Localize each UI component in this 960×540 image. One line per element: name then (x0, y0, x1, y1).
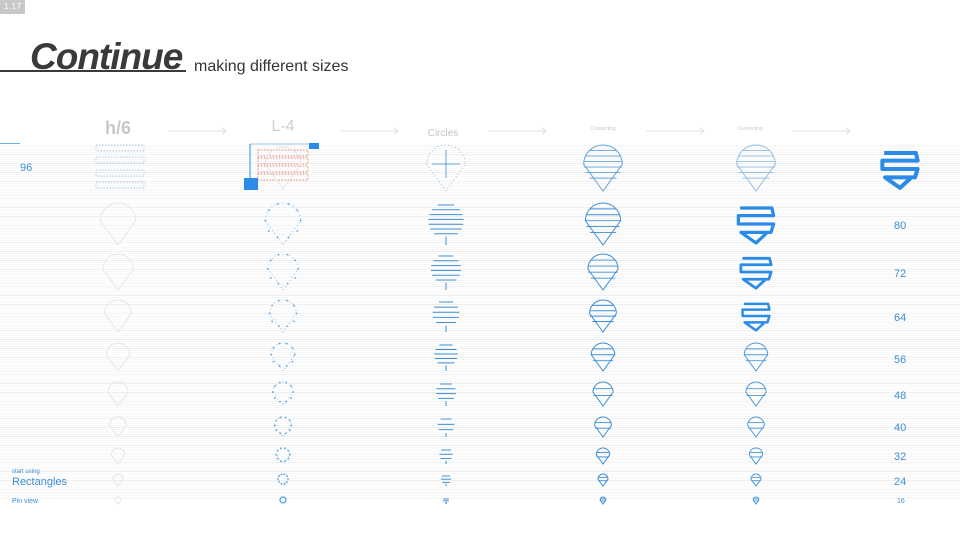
size-label: 80 (894, 220, 907, 232)
connected-pin-icon (589, 299, 617, 333)
connected-pin-icon (743, 342, 769, 372)
pin-outline-icon (104, 299, 132, 333)
pin-outline-icon (112, 473, 124, 487)
size-label: 16 (897, 498, 905, 505)
connected-pin-icon (584, 202, 622, 246)
connected-pin-icon (587, 253, 619, 291)
connected-pin-icon (597, 473, 609, 487)
size-label: 56 (894, 354, 907, 366)
size-label: 64 (894, 312, 907, 324)
connected-pin-icon (583, 144, 623, 192)
dotted-pin-icon (266, 253, 300, 291)
striped-pin-icon (434, 344, 458, 371)
title-underline (0, 70, 186, 72)
connected-pin-icon (595, 447, 611, 465)
final-pin-icon (736, 206, 776, 245)
arrow-icon (168, 127, 227, 135)
left-accent-line (0, 143, 20, 144)
page-subtitle: making different sizes (194, 58, 349, 75)
connected-pin-icon (747, 416, 765, 438)
pin-outline-icon (110, 447, 126, 465)
arrow-icon (340, 127, 399, 135)
connected-pin-icon (736, 144, 776, 192)
column-header-connecting-1: Connecting (590, 126, 616, 132)
final-pin-icon (741, 302, 771, 332)
start-using-label: start using (12, 469, 40, 475)
size-label: 24 (894, 476, 907, 488)
striped-pin-icon (432, 301, 460, 332)
dotted-pin-icon (275, 447, 291, 465)
connected-pin-icon (748, 447, 764, 465)
size-label: 72 (894, 268, 907, 280)
size-label: 40 (894, 422, 907, 434)
column-header-l4: L-4 (271, 118, 295, 135)
pin-outline-icon (99, 202, 137, 246)
pin-outline-icon (102, 253, 134, 291)
arrow-icon (488, 127, 547, 135)
final-pin-icon (739, 256, 773, 290)
dotted-pin-icon (279, 496, 287, 505)
connected-pin-icon (599, 496, 607, 505)
slide-number: 1.17 (0, 0, 25, 14)
connected-pin-icon (592, 381, 614, 407)
h6-guide-rects (95, 144, 145, 189)
pin-outline-icon (109, 416, 127, 438)
striped-pin-icon (436, 383, 456, 406)
column-header-connecting-2: Connecting (737, 126, 763, 132)
dotted-pin-icon (270, 342, 296, 372)
arrow-icon (792, 127, 851, 135)
connected-pin-icon (745, 381, 767, 407)
arrow-icon (646, 127, 705, 135)
circles-construction-icon (426, 144, 466, 192)
pin-view-label: Pin view (12, 498, 39, 505)
column-header-h6: h/6 (104, 118, 131, 138)
size-label: 48 (894, 390, 907, 402)
dotted-pin-icon (273, 416, 293, 438)
dotted-pin-icon (277, 473, 289, 487)
final-pin-icon (880, 151, 920, 190)
connected-pin-icon (594, 416, 612, 438)
column-header-circles: Circles (427, 128, 459, 139)
striped-pin-icon (430, 255, 462, 290)
dotted-pin-icon (264, 202, 302, 246)
striped-pin-icon (437, 418, 455, 437)
size-label-96: 96 (20, 162, 33, 174)
l4-guide-rects (244, 143, 319, 190)
rectangles-label: Rectangles (12, 476, 68, 488)
striped-pin-icon (439, 449, 453, 464)
size-label: 32 (894, 451, 907, 463)
striped-pin-icon (428, 204, 464, 245)
striped-pin-icon (440, 475, 452, 486)
connected-pin-icon (750, 473, 762, 487)
dotted-pin-icon (268, 299, 298, 333)
pin-outline-icon (114, 496, 122, 505)
pin-outline-icon (105, 342, 131, 372)
connected-pin-icon (590, 342, 616, 372)
pin-outline-icon (107, 381, 129, 407)
striped-pin-icon (443, 498, 449, 504)
connected-pin-icon (752, 496, 760, 505)
dotted-pin-icon (272, 381, 294, 407)
